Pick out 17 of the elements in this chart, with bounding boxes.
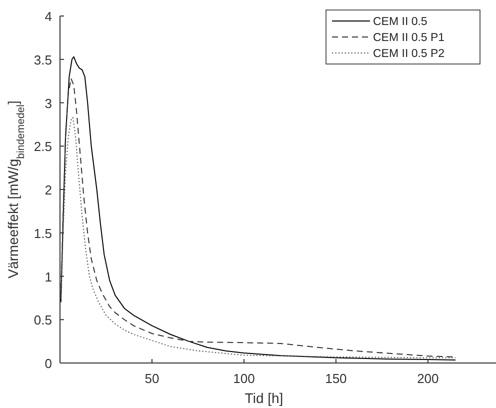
- x-tick-label: 50: [144, 371, 160, 386]
- legend-label: CEM II 0.5 P2: [373, 48, 445, 60]
- x-tick-label: 100: [233, 371, 255, 386]
- y-tick-label: 3: [44, 96, 52, 111]
- y-tick-label: 1.5: [34, 226, 52, 241]
- y-tick-label: 3.5: [34, 52, 52, 68]
- legend-label: CEM II 0.5: [373, 16, 428, 28]
- y-tick-label: 4: [44, 9, 52, 24]
- y-tick-label: 2.5: [34, 139, 52, 154]
- y-tick-label: 0: [44, 356, 52, 371]
- x-tick-label: 200: [417, 371, 439, 386]
- y-tick-label: 1: [44, 269, 52, 284]
- y-tick-label: 2: [44, 182, 52, 198]
- x-tick-label: 150: [325, 371, 347, 386]
- x-axis-title: Tid [h]: [244, 390, 284, 406]
- y-tick-label: 0.5: [34, 312, 52, 328]
- legend-label: CEM II 0.5 P1: [373, 32, 445, 44]
